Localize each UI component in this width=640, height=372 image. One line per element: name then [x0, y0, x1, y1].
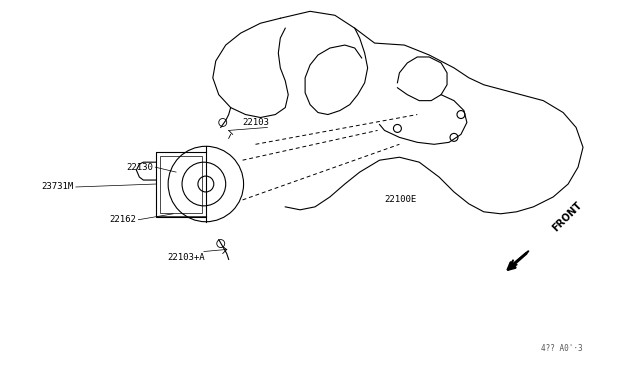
- Text: 22103+A: 22103+A: [167, 253, 205, 263]
- Text: 22130: 22130: [126, 163, 153, 171]
- Text: 4?? A0'·3: 4?? A0'·3: [541, 344, 583, 353]
- Text: 22100E: 22100E: [385, 195, 417, 204]
- Text: 23731M: 23731M: [42, 183, 74, 192]
- Bar: [160, 156, 202, 213]
- Text: 22103: 22103: [242, 118, 269, 128]
- Text: 22162: 22162: [109, 215, 136, 224]
- Text: FRONT: FRONT: [550, 200, 584, 234]
- Bar: [156, 152, 206, 217]
